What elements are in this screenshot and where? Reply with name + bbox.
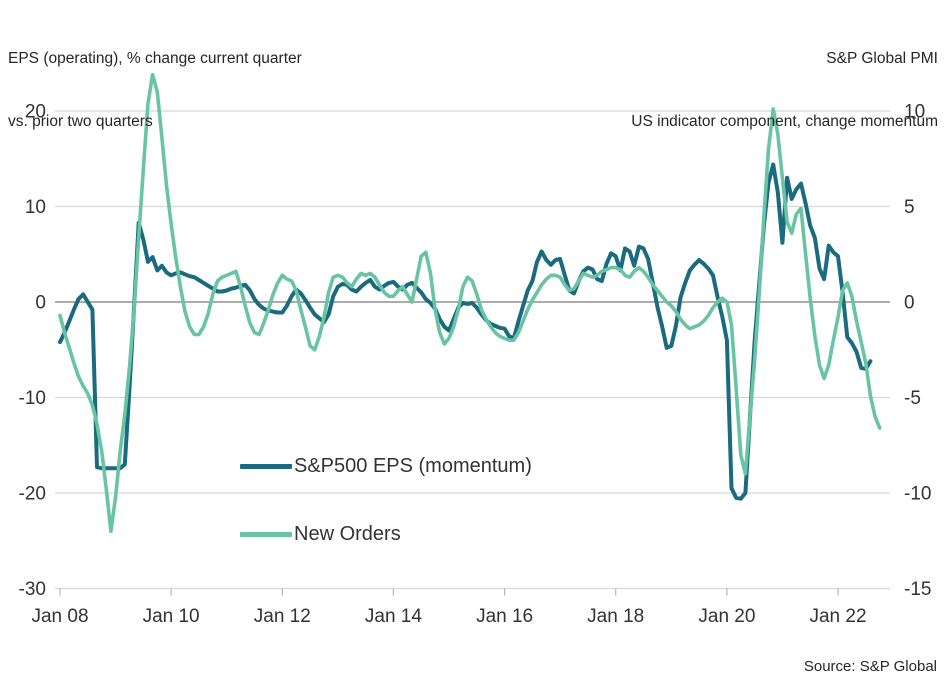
x-axis-tick-label: Jan 16 [476, 606, 533, 627]
left-axis-tick-label: 20 [25, 102, 46, 123]
x-axis-tick-label: Jan 10 [143, 606, 200, 627]
right-axis-tick-label: 0 [904, 293, 915, 314]
x-axis-tick-labels: Jan 08 Jan 10 Jan 12 Jan 14 Jan 16 Jan 18 Jan … [31, 606, 866, 627]
x-axis-tick-label: Jan 22 [809, 606, 866, 627]
left-axis-tick-label: -30 [19, 579, 46, 600]
right-axis-tick-label: -5 [904, 388, 921, 409]
x-axis-tick-label: Jan 18 [587, 606, 644, 627]
left-axis-title-line2: vs. prior two quarters [8, 113, 153, 130]
left-axis-title: EPS (operating), % change current quarte… [8, 6, 302, 174]
right-axis-tick-label: 5 [904, 197, 915, 218]
series-lines [58, 72, 882, 533]
legend-label-new-orders: New Orders [294, 522, 401, 545]
series-line-new-orders [58, 72, 882, 533]
x-axis-tick-label: Jan 12 [254, 606, 311, 627]
left-axis-title-line1: EPS (operating), % change current quarte… [8, 50, 302, 67]
x-axis-ticks [59, 588, 839, 596]
right-axis-title: S&P Global PMI US indicator component, c… [631, 6, 938, 174]
right-axis-title-line2: US indicator component, change momentum [631, 113, 938, 130]
x-axis-tick-label: Jan 08 [31, 606, 88, 627]
eps-line-swatch-icon [240, 463, 292, 469]
right-axis-tick-label: -10 [904, 484, 931, 505]
legend-label-eps: S&P500 EPS (momentum) [294, 454, 532, 477]
left-axis-tick-label: 10 [25, 197, 46, 218]
left-axis-tick-label: 0 [35, 293, 46, 314]
x-axis-tick-label: Jan 20 [698, 606, 755, 627]
right-axis-title-line1: S&P Global PMI [826, 50, 938, 67]
right-axis-tick-label: 10 [904, 102, 925, 123]
right-axis-tick-labels: 10 5 0 -5 -10 -15 [904, 102, 931, 601]
source-note: Source: S&P Global [803, 658, 937, 675]
left-axis-tick-label: -10 [19, 388, 46, 409]
x-axis-tick-label: Jan 14 [365, 606, 422, 627]
left-axis-tick-label: -20 [19, 484, 46, 505]
legend-item-eps: S&P500 EPS (momentum) [240, 452, 532, 480]
legend-item-new-orders: New Orders [240, 520, 532, 548]
new-orders-line-swatch-icon [240, 531, 292, 537]
left-axis-tick-labels: 20 10 0 -10 -20 -30 [19, 102, 46, 601]
right-axis-tick-label: -15 [904, 579, 931, 600]
series-line-s-p500-eps-momentum [58, 162, 873, 501]
legend: S&P500 EPS (momentum) New Orders [240, 452, 532, 588]
